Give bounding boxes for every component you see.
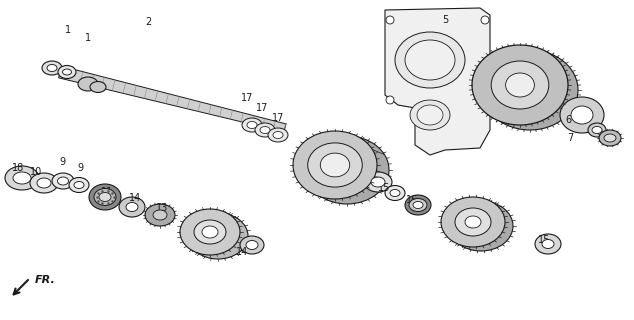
Polygon shape bbox=[385, 8, 490, 155]
Ellipse shape bbox=[194, 220, 226, 244]
Ellipse shape bbox=[449, 201, 513, 251]
Ellipse shape bbox=[69, 178, 89, 193]
Ellipse shape bbox=[202, 226, 218, 238]
Text: FR.: FR. bbox=[35, 275, 56, 285]
Text: 8: 8 bbox=[365, 169, 371, 179]
Text: 18: 18 bbox=[12, 163, 24, 173]
Ellipse shape bbox=[535, 234, 561, 254]
Ellipse shape bbox=[592, 126, 602, 133]
Ellipse shape bbox=[37, 178, 51, 188]
Ellipse shape bbox=[599, 130, 621, 146]
Ellipse shape bbox=[364, 172, 392, 192]
Ellipse shape bbox=[481, 96, 489, 104]
Ellipse shape bbox=[560, 97, 604, 133]
Text: 16: 16 bbox=[406, 195, 418, 205]
Ellipse shape bbox=[246, 241, 258, 250]
Ellipse shape bbox=[273, 132, 283, 139]
Ellipse shape bbox=[505, 73, 534, 97]
Ellipse shape bbox=[410, 100, 450, 130]
Ellipse shape bbox=[63, 69, 72, 75]
Ellipse shape bbox=[42, 61, 62, 75]
Text: 11: 11 bbox=[101, 187, 113, 197]
Text: 14: 14 bbox=[129, 193, 141, 203]
Ellipse shape bbox=[395, 32, 465, 88]
Ellipse shape bbox=[481, 16, 489, 24]
Ellipse shape bbox=[604, 134, 616, 142]
Ellipse shape bbox=[371, 177, 385, 187]
Ellipse shape bbox=[405, 195, 431, 215]
Ellipse shape bbox=[58, 177, 68, 185]
Ellipse shape bbox=[413, 202, 423, 209]
Text: 12: 12 bbox=[516, 105, 528, 115]
Ellipse shape bbox=[542, 239, 554, 249]
Ellipse shape bbox=[455, 208, 491, 236]
Ellipse shape bbox=[268, 128, 288, 142]
Ellipse shape bbox=[30, 173, 58, 193]
Ellipse shape bbox=[52, 173, 74, 189]
Text: 5: 5 bbox=[442, 15, 448, 25]
Ellipse shape bbox=[126, 203, 138, 212]
Text: 15: 15 bbox=[378, 183, 390, 193]
Text: 17: 17 bbox=[272, 113, 284, 123]
Ellipse shape bbox=[247, 122, 257, 129]
Text: 2: 2 bbox=[145, 17, 151, 27]
Ellipse shape bbox=[491, 61, 549, 109]
Ellipse shape bbox=[409, 198, 427, 212]
Text: 7: 7 bbox=[567, 133, 573, 143]
Text: 1: 1 bbox=[85, 33, 91, 43]
Ellipse shape bbox=[13, 172, 31, 184]
Ellipse shape bbox=[242, 118, 262, 132]
Text: 10: 10 bbox=[30, 167, 42, 177]
Ellipse shape bbox=[260, 126, 270, 133]
Ellipse shape bbox=[89, 184, 121, 210]
Ellipse shape bbox=[293, 131, 377, 199]
Ellipse shape bbox=[74, 181, 84, 188]
Ellipse shape bbox=[99, 193, 111, 202]
Ellipse shape bbox=[58, 66, 76, 78]
Ellipse shape bbox=[305, 136, 389, 204]
Ellipse shape bbox=[255, 123, 275, 137]
Text: 9: 9 bbox=[59, 157, 65, 167]
Ellipse shape bbox=[307, 143, 362, 187]
Ellipse shape bbox=[240, 236, 264, 254]
Text: 17: 17 bbox=[241, 93, 253, 103]
Ellipse shape bbox=[188, 213, 248, 259]
Text: 1: 1 bbox=[65, 25, 71, 35]
Text: 6: 6 bbox=[565, 115, 571, 125]
Ellipse shape bbox=[320, 153, 350, 177]
Text: 17: 17 bbox=[256, 103, 268, 113]
Ellipse shape bbox=[5, 166, 39, 190]
Text: 3: 3 bbox=[202, 235, 208, 245]
Text: 13: 13 bbox=[156, 203, 168, 213]
Ellipse shape bbox=[386, 16, 394, 24]
Text: 14: 14 bbox=[236, 247, 248, 257]
Ellipse shape bbox=[153, 210, 167, 220]
Ellipse shape bbox=[78, 77, 98, 91]
Text: 15: 15 bbox=[538, 235, 550, 245]
Text: 9: 9 bbox=[77, 163, 83, 173]
Ellipse shape bbox=[588, 123, 606, 137]
Ellipse shape bbox=[385, 186, 405, 201]
Ellipse shape bbox=[90, 82, 106, 92]
Ellipse shape bbox=[119, 197, 145, 217]
Ellipse shape bbox=[47, 65, 57, 71]
Ellipse shape bbox=[472, 45, 568, 125]
Text: 4: 4 bbox=[465, 213, 471, 223]
Polygon shape bbox=[58, 66, 286, 132]
Ellipse shape bbox=[482, 50, 578, 130]
Ellipse shape bbox=[94, 188, 116, 205]
Ellipse shape bbox=[145, 204, 175, 226]
Ellipse shape bbox=[390, 189, 400, 196]
Ellipse shape bbox=[571, 106, 593, 124]
Ellipse shape bbox=[405, 40, 455, 80]
Ellipse shape bbox=[441, 197, 505, 247]
Ellipse shape bbox=[417, 105, 443, 125]
Ellipse shape bbox=[180, 209, 240, 255]
Ellipse shape bbox=[465, 216, 481, 228]
Ellipse shape bbox=[386, 96, 394, 104]
